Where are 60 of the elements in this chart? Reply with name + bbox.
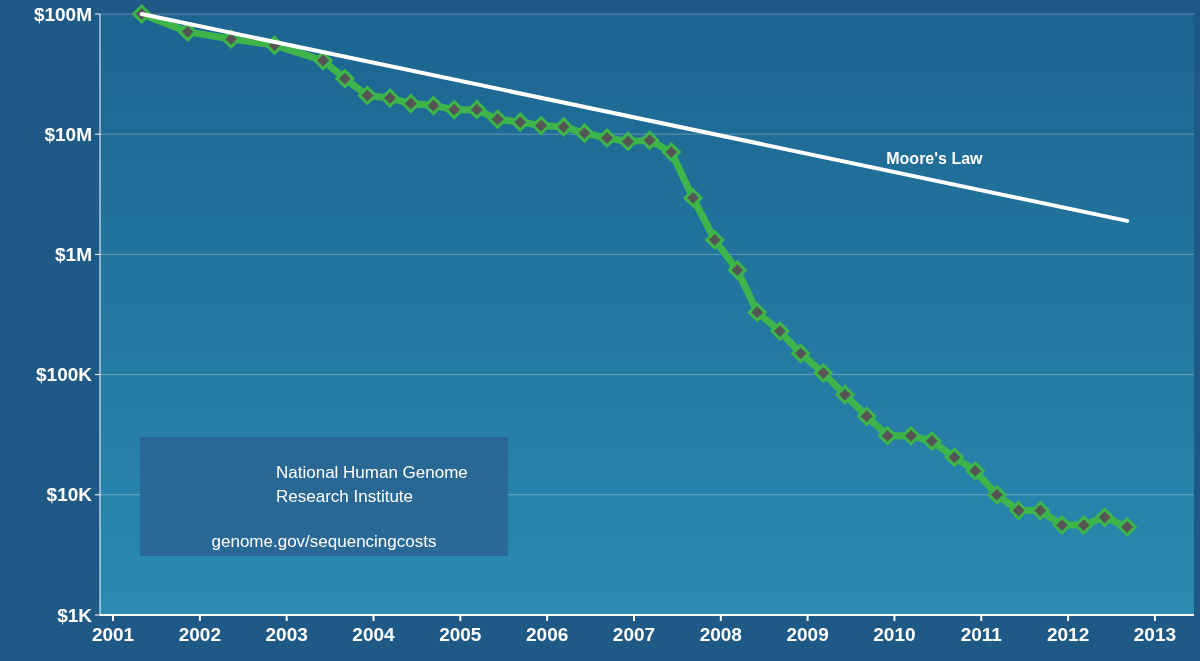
x-tick-label: 2003 bbox=[265, 624, 308, 645]
point bbox=[878, 426, 898, 446]
point bbox=[510, 112, 530, 132]
point bbox=[857, 406, 877, 426]
point bbox=[901, 426, 921, 446]
x-tick-label: 2002 bbox=[178, 624, 221, 645]
point bbox=[683, 188, 703, 208]
point bbox=[813, 363, 833, 383]
y-tick-label: $100K bbox=[36, 364, 93, 386]
point bbox=[727, 260, 747, 280]
point bbox=[335, 69, 355, 89]
point bbox=[705, 230, 725, 250]
series-label: Moore's Law bbox=[886, 150, 984, 168]
point bbox=[401, 94, 421, 114]
x-tick-label: 2004 bbox=[352, 624, 396, 645]
point bbox=[467, 100, 487, 120]
x-tick-label: 2013 bbox=[1133, 624, 1177, 645]
y-tick-label: $10K bbox=[46, 484, 93, 506]
point bbox=[178, 22, 198, 42]
x-tick-label: 2012 bbox=[1046, 624, 1090, 645]
point bbox=[423, 96, 443, 116]
point bbox=[661, 142, 681, 162]
x-tick-label: 2006 bbox=[526, 624, 569, 645]
point bbox=[488, 109, 508, 129]
point bbox=[791, 343, 811, 363]
point bbox=[531, 116, 551, 136]
point bbox=[747, 302, 767, 322]
point bbox=[922, 431, 942, 451]
x-tick-label: 2007 bbox=[612, 624, 656, 645]
point bbox=[770, 321, 790, 341]
point bbox=[574, 123, 594, 143]
point bbox=[444, 100, 464, 120]
y-tick-label: $100M bbox=[33, 3, 92, 25]
x-tick-label: 2005 bbox=[439, 624, 482, 645]
point bbox=[640, 130, 660, 150]
y-tick-label: $1M bbox=[55, 244, 92, 266]
point bbox=[835, 385, 855, 405]
point bbox=[618, 131, 638, 151]
point bbox=[1030, 501, 1050, 521]
x-tick-label: 2011 bbox=[960, 624, 1003, 645]
point bbox=[380, 88, 400, 108]
y-tick-label: $1K bbox=[57, 604, 93, 626]
point bbox=[965, 461, 985, 481]
point bbox=[944, 447, 964, 467]
x-tick-label: 2009 bbox=[786, 624, 829, 645]
point bbox=[313, 51, 333, 71]
point bbox=[1052, 515, 1072, 535]
point bbox=[987, 485, 1007, 505]
point bbox=[1074, 515, 1094, 535]
annotation: National Human Genome Research Institute bbox=[276, 463, 468, 506]
annotation: genome.gov/sequencingcosts bbox=[211, 532, 437, 551]
y-tick-label: $10M bbox=[44, 123, 92, 145]
x-tick-label: 2008 bbox=[699, 624, 742, 645]
point bbox=[554, 117, 574, 137]
point bbox=[357, 85, 377, 105]
point bbox=[1117, 517, 1137, 537]
x-tick-label: 2001 bbox=[91, 624, 135, 645]
point bbox=[1095, 507, 1115, 527]
point bbox=[597, 128, 617, 148]
x-tick-label: 2010 bbox=[873, 624, 916, 645]
